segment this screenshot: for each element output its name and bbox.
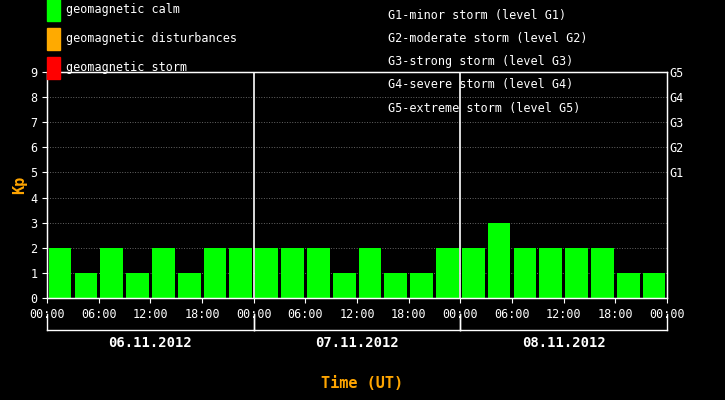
Bar: [513, 248, 536, 298]
Bar: [359, 248, 381, 298]
Bar: [178, 273, 201, 298]
Text: geomagnetic storm: geomagnetic storm: [66, 61, 187, 74]
Text: 07.11.2012: 07.11.2012: [315, 336, 399, 350]
Bar: [75, 273, 97, 298]
Bar: [410, 273, 433, 298]
Bar: [307, 248, 330, 298]
Bar: [462, 248, 484, 298]
Bar: [100, 248, 123, 298]
Bar: [436, 248, 459, 298]
Text: Time (UT): Time (UT): [321, 376, 404, 392]
Text: G5-extreme storm (level G5): G5-extreme storm (level G5): [388, 102, 580, 115]
Text: 08.11.2012: 08.11.2012: [522, 336, 605, 350]
Text: G1-minor storm (level G1): G1-minor storm (level G1): [388, 9, 566, 22]
Bar: [566, 248, 588, 298]
Bar: [204, 248, 226, 298]
Bar: [643, 273, 666, 298]
Text: G4-severe storm (level G4): G4-severe storm (level G4): [388, 78, 573, 92]
Bar: [281, 248, 304, 298]
Bar: [49, 248, 71, 298]
Bar: [230, 248, 252, 298]
Bar: [617, 273, 639, 298]
Text: 06.11.2012: 06.11.2012: [109, 336, 192, 350]
Text: G3-strong storm (level G3): G3-strong storm (level G3): [388, 55, 573, 68]
Text: geomagnetic calm: geomagnetic calm: [66, 4, 180, 16]
Bar: [255, 248, 278, 298]
Y-axis label: Kp: Kp: [12, 176, 28, 194]
Bar: [152, 248, 175, 298]
Bar: [126, 273, 149, 298]
Bar: [591, 248, 614, 298]
Bar: [488, 223, 510, 298]
Bar: [384, 273, 407, 298]
Text: G2-moderate storm (level G2): G2-moderate storm (level G2): [388, 32, 587, 45]
Bar: [333, 273, 355, 298]
Text: geomagnetic disturbances: geomagnetic disturbances: [66, 32, 237, 45]
Bar: [539, 248, 562, 298]
